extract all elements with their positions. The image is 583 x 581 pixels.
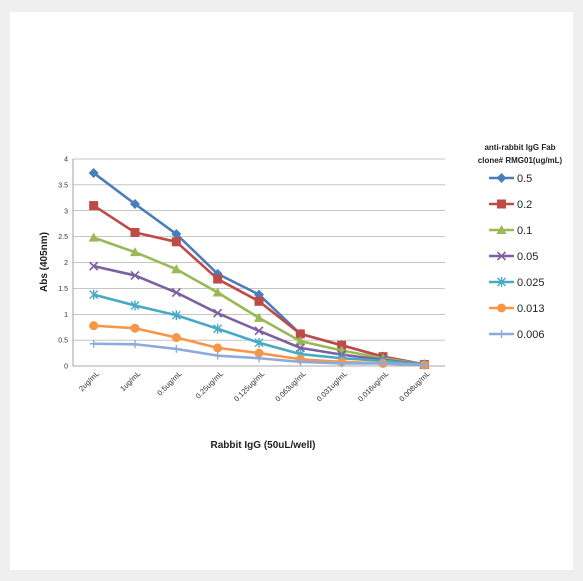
data-point [89, 339, 98, 348]
data-point [255, 354, 263, 363]
data-point [172, 344, 181, 353]
data-point [213, 343, 223, 353]
y-tick-label: 3.5 [58, 182, 68, 189]
data-point [130, 199, 140, 210]
data-point [254, 326, 264, 336]
legend: anti-rabbit IgG Fab clone# RMG01(ug/mL) … [478, 143, 563, 341]
y-tick-label: 3 [64, 208, 68, 215]
data-point [379, 359, 387, 368]
data-point [497, 330, 506, 338]
legend-title-line-2: clone# RMG01(ug/mL) [478, 156, 563, 165]
y-tick-label: 0 [64, 364, 68, 371]
legend-label: 0.05 [517, 251, 538, 263]
data-point [420, 360, 429, 369]
x-tick-label: 0.25ug/mL [194, 369, 225, 400]
x-axis-title: Rabbit IgG (50uL/well) [210, 440, 315, 451]
x-tick-label: 0.016ug/mL [356, 369, 390, 403]
data-point [130, 270, 140, 281]
data-point [171, 333, 181, 343]
x-tick-label: 0.008ug/mL [397, 369, 431, 403]
y-tick-label: 0.5 [58, 338, 68, 345]
legend-label: 0.1 [517, 225, 532, 237]
data-point [130, 227, 140, 237]
data-point [254, 348, 264, 358]
y-axis-title: Abs (405nm) [39, 232, 50, 292]
data-point [254, 296, 264, 306]
legend-label: 0.2 [517, 199, 532, 211]
x-tick-label: 0.063ug/mL [273, 369, 307, 403]
y-tick-labels: 0 0.5 1 1.5 2 2.5 3 3.5 4 [58, 157, 68, 371]
data-point [212, 287, 223, 297]
data-point [89, 321, 99, 331]
x-tick-label: 2ug/mL [77, 369, 101, 393]
data-point [130, 323, 140, 333]
data-point [171, 229, 182, 240]
legend-label: 0.025 [517, 277, 545, 289]
data-point [497, 303, 506, 313]
data-point [88, 232, 99, 242]
y-tick-label: 4 [64, 157, 68, 164]
data-point [295, 336, 306, 346]
data-point [213, 308, 223, 318]
data-point [130, 300, 140, 311]
data-point [131, 340, 139, 349]
data-point [497, 199, 506, 209]
series-group [88, 167, 430, 370]
x-tick-label: 0.031ug/mL [315, 369, 349, 403]
series-line [92, 171, 425, 366]
x-tick-label: 0.5ug/mL [155, 369, 183, 397]
data-point [337, 359, 346, 368]
data-point [89, 201, 99, 211]
data-point [171, 287, 181, 298]
data-point [496, 225, 507, 234]
data-point [496, 173, 507, 183]
legend-label: 0.006 [517, 329, 545, 341]
data-point [89, 289, 99, 300]
chart-panel [10, 12, 573, 570]
data-point [88, 167, 99, 178]
y-tick-label: 2.5 [58, 234, 68, 241]
data-point [296, 357, 305, 366]
data-point [337, 340, 347, 350]
legend-label: 0.013 [517, 303, 545, 315]
data-point [213, 323, 223, 334]
legend-title-line-1: anti-rabbit IgG Fab [484, 143, 555, 152]
y-tick-label: 1.5 [58, 286, 68, 293]
x-tick-label: 1ug/mL [118, 369, 142, 393]
x-tick-labels: 2ug/mL 1ug/mL 0.5ug/mL 0.25ug/mL 0.125ug/mL 0… [77, 369, 432, 403]
data-point [254, 312, 264, 322]
data-point [254, 337, 264, 348]
y-tick-label: 1 [64, 312, 68, 319]
data-point [213, 274, 223, 284]
x-tick-label: 0.125ug/mL [232, 369, 266, 403]
data-point [295, 329, 305, 339]
data-point [89, 261, 99, 271]
data-point [171, 237, 181, 247]
legend-label: 0.5 [517, 173, 532, 185]
data-point [213, 351, 222, 360]
data-point [496, 251, 507, 261]
data-point [130, 247, 140, 257]
data-point [171, 310, 181, 321]
y-tick-label: 2 [64, 260, 68, 267]
data-point [171, 264, 182, 274]
data-point [497, 277, 506, 287]
